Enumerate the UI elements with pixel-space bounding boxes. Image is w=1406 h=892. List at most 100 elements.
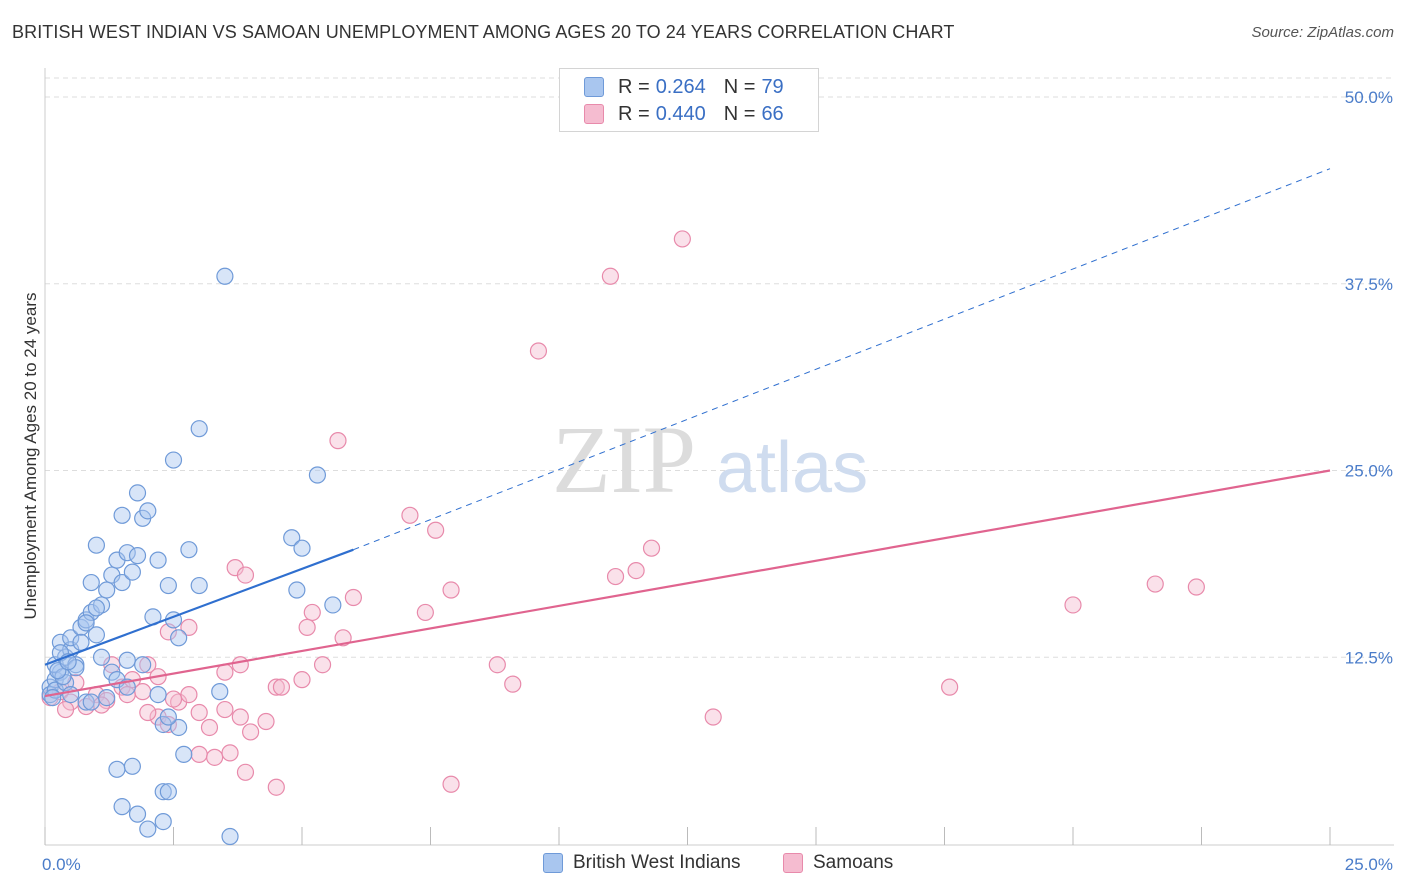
british-west-indians-point: [77, 614, 95, 632]
bottom-legend-label: British West Indians: [573, 852, 741, 873]
legend-n-value: 66: [761, 102, 784, 125]
british-west-indians-point: [87, 626, 106, 644]
y-tick-label: 25.0%: [1345, 462, 1393, 481]
british-west-indians-point: [154, 783, 172, 801]
samoans-point: [329, 432, 347, 450]
british-west-indians-point: [82, 573, 100, 592]
bottom-legend-samoans[interactable]: Samoans: [783, 852, 893, 874]
source-label: Source: ZipAtlas.com: [1251, 24, 1394, 41]
british-west-indians-point: [123, 563, 141, 581]
british-west-indians-point: [44, 688, 62, 707]
british-west-indians-point: [108, 760, 126, 778]
british-west-indians-point: [92, 596, 111, 614]
samoans-point: [231, 708, 249, 726]
tick-labels: 12.5% 25.0% 37.5% 50.0% 0.0% 25.0%: [42, 88, 1393, 874]
samoans-point: [231, 656, 249, 674]
samoans-point: [242, 723, 260, 741]
legend-r-label: R =: [618, 75, 650, 98]
legend-row-british-west-indians: R = 0.264 N = 79: [584, 74, 784, 100]
legend-swatch-blue: [584, 77, 604, 97]
british-west-indians-point: [113, 506, 131, 524]
british-west-indians-point: [180, 541, 198, 559]
british-west-indians-point: [98, 581, 116, 599]
blue-trend-line: [44, 548, 354, 666]
british-west-indians-point: [159, 708, 177, 726]
samoans-point: [673, 230, 691, 248]
samoans-point: [529, 342, 548, 360]
samoans-point: [139, 656, 157, 674]
samoans-point: [601, 267, 620, 285]
y-tick-label: 37.5%: [1345, 275, 1393, 294]
british-west-indians-point: [139, 502, 157, 520]
british-west-indians-point: [190, 576, 208, 595]
british-west-indians-point: [170, 629, 188, 647]
samoans-point: [257, 712, 275, 731]
samoans-point: [164, 690, 183, 708]
y-tick-label: 50.0%: [1345, 88, 1393, 107]
samoans-point: [504, 675, 522, 693]
british-west-indians-point: [149, 551, 167, 569]
legend-n-label: N =: [723, 102, 756, 125]
watermark-atlas: atlas: [716, 428, 868, 508]
british-west-indians-point: [139, 820, 157, 838]
samoans-point: [190, 745, 208, 763]
british-west-indians-point: [128, 484, 147, 502]
x-tick-label: 0.0%: [42, 855, 81, 874]
legend-r-value: 0.264: [655, 75, 706, 98]
samoans-point: [206, 748, 224, 766]
samoans-point: [416, 603, 434, 622]
british-west-indians-point: [98, 688, 116, 707]
samoans-point: [442, 775, 460, 793]
legend-n-value: 79: [761, 75, 784, 98]
y-tick-label: 12.5%: [1345, 648, 1393, 667]
british-west-indians-point: [175, 745, 193, 763]
samoans-point: [334, 629, 352, 647]
samoans-point: [1187, 578, 1205, 596]
samoans-point: [267, 678, 285, 696]
bottom-legend-british-west-indians[interactable]: British West Indians: [543, 852, 741, 874]
samoans-point: [190, 703, 208, 722]
british-west-indians-point: [308, 466, 327, 484]
legend-swatch-pink: [584, 104, 604, 124]
british-west-indians-point: [211, 683, 229, 701]
british-west-indians-point: [324, 596, 342, 614]
british-west-indians-point: [159, 783, 177, 801]
samoans-point: [313, 656, 332, 674]
british-west-indians-point: [128, 547, 147, 565]
british-west-indians-point: [154, 812, 172, 831]
british-west-indians-point: [283, 529, 301, 547]
samoans-point: [303, 603, 321, 622]
british-west-indians-point: [288, 581, 306, 599]
samoans-point: [627, 561, 645, 580]
samoans-point: [488, 656, 506, 674]
samoans-point: [1064, 596, 1082, 614]
british-west-indians-point: [123, 757, 141, 775]
samoans-point: [180, 685, 198, 704]
trend-lines: [44, 168, 1331, 698]
british-west-indians-point: [82, 693, 100, 711]
samoans-point: [216, 700, 234, 719]
legend-r-label: R =: [618, 102, 650, 125]
british-west-indians-point: [118, 544, 136, 562]
samoans-point: [236, 566, 255, 584]
samoans-point: [293, 671, 311, 689]
samoans-point: [704, 708, 722, 726]
british-west-indians-point: [190, 420, 208, 438]
british-west-indians-point: [87, 599, 106, 617]
samoans-point: [139, 703, 157, 722]
samoans-point: [442, 581, 460, 599]
x-tick-label: 25.0%: [1345, 855, 1393, 874]
axes: [44, 68, 1394, 846]
bottom-swatch-pink: [783, 853, 803, 873]
samoans-point: [180, 618, 198, 636]
samoans-point: [642, 539, 661, 557]
samoans-point: [1146, 575, 1164, 593]
british-west-indians-points: [41, 267, 342, 846]
british-west-indians-point: [128, 805, 147, 823]
bottom-swatch-blue: [543, 853, 563, 873]
british-west-indians-point: [149, 685, 167, 704]
samoans-points: [41, 230, 1205, 796]
british-west-indians-point: [293, 539, 311, 557]
british-west-indians-point: [118, 651, 136, 669]
